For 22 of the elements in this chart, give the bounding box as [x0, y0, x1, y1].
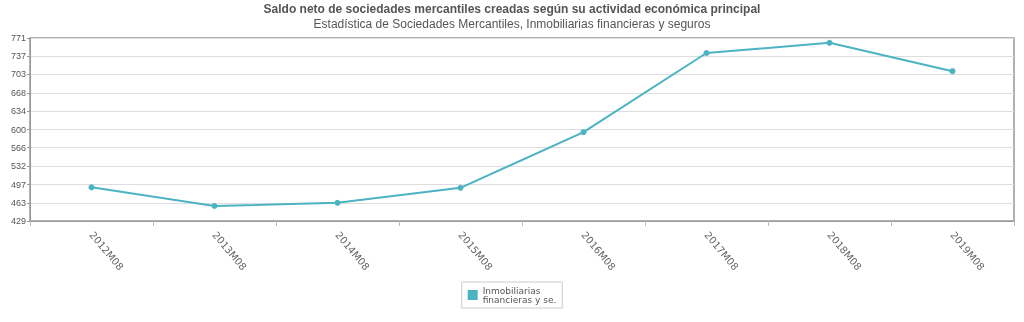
point [580, 129, 587, 136]
y-tick-label: 634 [10, 106, 26, 117]
y-tick-label: 497 [10, 179, 26, 190]
y-tick-label: 771 [10, 33, 26, 43]
y-tick-label: 463 [10, 197, 26, 208]
chart-title: Saldo neto de sociedades mercantiles creadas según su actividad económica principal [263, 2, 761, 16]
y-tick-label: 566 [10, 142, 26, 153]
y-tick-label: 737 [10, 51, 26, 62]
point [457, 184, 464, 191]
y-tick-label: 703 [10, 69, 26, 80]
point [949, 68, 956, 75]
point [703, 49, 710, 56]
point [334, 199, 341, 206]
legend-label: Inmobiliarias financieras y se. [482, 285, 557, 305]
y-tick-label: 668 [10, 88, 26, 99]
y-tick-label: 600 [10, 124, 26, 135]
point [88, 184, 95, 191]
chart-subtitle: Estadística de Sociedades Mercantiles, Inmobiliarias financieras y seguros [313, 17, 711, 31]
y-tick-label: 532 [10, 160, 26, 171]
point [826, 39, 833, 46]
point [211, 203, 218, 210]
y-tick-label: 429 [10, 216, 26, 226]
